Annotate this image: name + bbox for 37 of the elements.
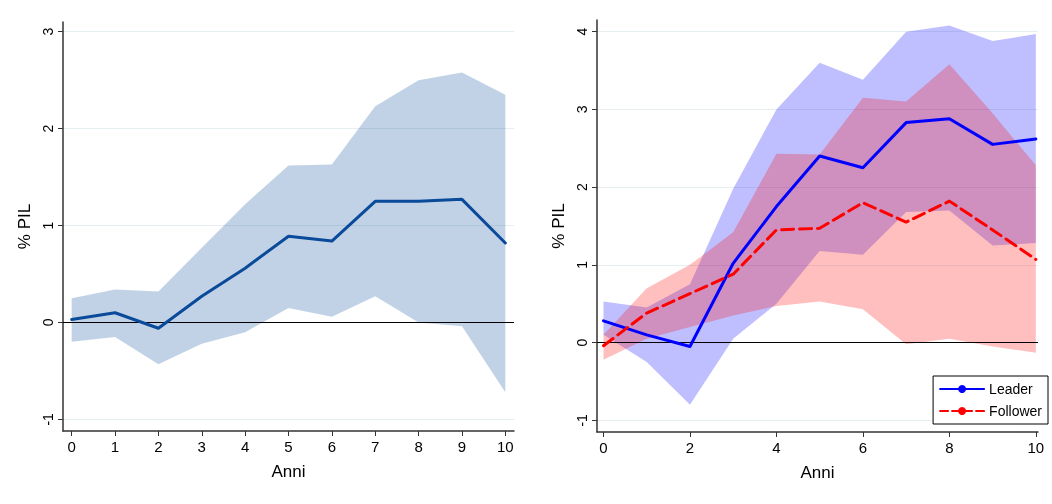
y-tick-label: 3 [574, 105, 590, 114]
x-tick-label: 10 [1027, 439, 1045, 456]
y-axis-title: % PIL [549, 203, 568, 249]
y-tick-label: 4 [574, 27, 590, 36]
y-tick-label: 2 [40, 124, 56, 133]
x-tick-label: 10 [496, 438, 514, 455]
x-tick-label: 6 [327, 438, 337, 455]
y-tick-label: -1 [40, 412, 56, 426]
y-tick-label: 3 [40, 27, 56, 36]
x-tick-label: 4 [772, 439, 781, 456]
x-axis-title: Anni [271, 462, 306, 481]
x-tick-label: 4 [240, 438, 250, 455]
x-axis-title: Anni [800, 463, 835, 482]
x-tick-label: 2 [154, 438, 163, 455]
x-tick-label: 5 [284, 438, 293, 455]
x-tick-label: 2 [685, 439, 695, 456]
y-tick-label: -1 [574, 413, 590, 427]
x-tick-label: 7 [371, 438, 380, 455]
y-tick-label: 1 [40, 221, 56, 230]
x-tick-label: 0 [67, 438, 76, 455]
x-tick-label: 1 [110, 438, 120, 455]
x-tick-label: 3 [197, 438, 206, 455]
line-series [70, 197, 507, 330]
line-series [601, 117, 1038, 348]
y-tick-label: 0 [40, 318, 56, 327]
line-series [601, 199, 1038, 348]
x-tick-label: 8 [414, 438, 423, 455]
x-tick-label: 8 [945, 439, 954, 456]
y-tick-label: 2 [574, 183, 590, 192]
y-axis-title: % PIL [15, 203, 34, 250]
x-tick-label: 9 [457, 438, 467, 455]
x-tick-label: 6 [858, 439, 868, 456]
x-tick-label: 0 [599, 439, 608, 456]
legend-label: Follower [989, 403, 1043, 419]
legend-label: Leader [989, 381, 1034, 397]
y-tick-label: 0 [574, 338, 590, 347]
y-tick-label: 1 [574, 260, 590, 269]
